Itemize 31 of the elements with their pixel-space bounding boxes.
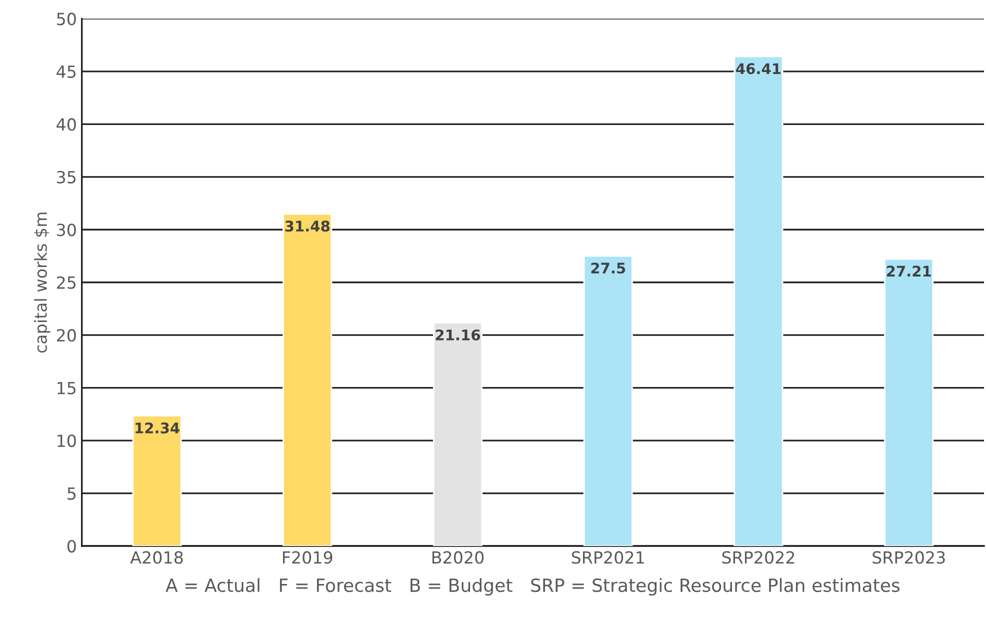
y-tick-label: 5 [68,487,76,500]
x-tick-label: F2019 [283,551,332,564]
data-label: 12.34 [136,422,180,434]
y-tick-label: 30 [57,224,76,236]
data-label: 27.5 [591,262,626,274]
y-axis-title: capital works $m [34,212,50,353]
x-axis-title: A = Actual F = Forecast B = Budget SRP = Strategic Resource Plan estimates [166,578,900,596]
y-tick-label: 10 [58,434,76,448]
y-tick-label: 40 [56,118,76,131]
y-tick-label: 50 [57,12,76,26]
data-label: 27.21 [886,266,931,276]
bar [583,255,633,546]
bar [734,56,784,546]
x-tick-label: SRP2021 [572,551,644,564]
y-tick-label: 35 [57,170,76,184]
data-label: 21.16 [436,329,480,340]
y-tick-label: 25 [56,276,76,289]
x-tick-label: SRP2023 [872,551,945,564]
y-tick-label: 0 [67,540,76,553]
data-label: 46.41 [736,63,781,74]
bar [884,258,934,546]
bar [432,322,483,546]
x-tick-label: SRP2022 [722,551,794,564]
y-tick-label: 45 [56,66,76,78]
x-tick-label: A2018 [130,551,183,564]
y-tick-label: 15 [58,382,76,394]
x-tick-label: B2020 [432,551,484,564]
bar [282,213,332,546]
bar [132,415,182,546]
y-tick-label: 20 [56,329,76,342]
data-label: 31.48 [285,220,330,232]
